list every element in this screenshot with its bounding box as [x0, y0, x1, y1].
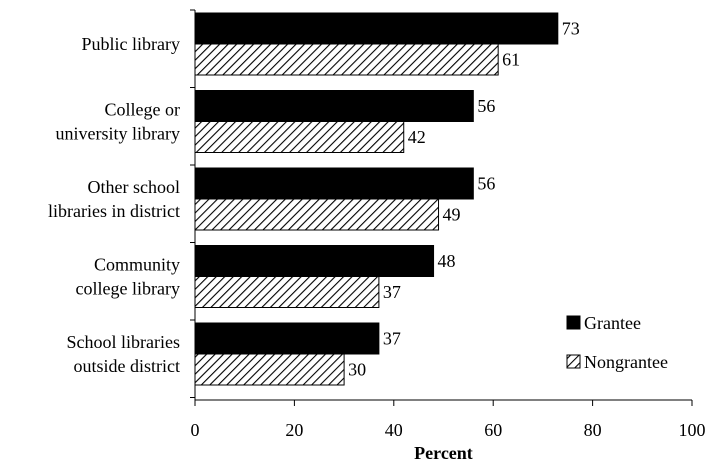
category-label-4-0: School libraries	[67, 332, 180, 352]
x-tick-label-60: 60	[484, 420, 502, 440]
bar-nongrantee-2	[194, 198, 440, 231]
data-label-grantee-1: 56	[477, 96, 495, 116]
labels: 73 61 Public library 56 42 College or universi…	[48, 19, 580, 380]
category-label-1-0: College or	[105, 100, 180, 120]
category-label-0-0: Public library	[82, 34, 180, 54]
category-label-2-1: libraries in district	[48, 201, 180, 221]
category-label-1-1: university library	[56, 124, 180, 144]
legend: Grantee Nongrantee	[566, 313, 668, 372]
data-label-grantee-2: 56	[477, 174, 495, 194]
category-label-2-0: Other school	[88, 177, 180, 197]
data-label-grantee-0: 73	[562, 19, 580, 39]
bar-nongrantee-1	[194, 121, 405, 153]
category-label-3-0: Community	[94, 255, 180, 275]
axes: 0 20 40 60 80 100 Percent	[190, 9, 706, 463]
legend-label-nongrantee: Nongrantee	[584, 352, 668, 372]
bar-grantee-3	[194, 245, 435, 277]
data-label-nongrantee-1: 42	[408, 127, 426, 147]
bar-nongrantee-3	[194, 276, 380, 308]
data-label-nongrantee-2: 49	[443, 205, 461, 225]
data-label-grantee-4: 37	[383, 329, 401, 349]
bar-grantee-2	[194, 167, 474, 200]
bar-nongrantee-4	[194, 353, 345, 386]
x-tick-label-20: 20	[285, 420, 303, 440]
data-label-grantee-3: 48	[438, 251, 456, 271]
x-axis-title: Percent	[414, 443, 473, 463]
bar-grantee-4	[194, 322, 380, 355]
legend-label-grantee: Grantee	[584, 313, 641, 333]
x-tick-label-0: 0	[191, 420, 200, 440]
x-tick-label-40: 40	[385, 420, 403, 440]
category-label-4-1: outside district	[74, 356, 181, 376]
legend-swatch-nongrantee	[566, 354, 581, 369]
bar-nongrantee-0	[194, 43, 499, 76]
data-label-nongrantee-4: 30	[348, 360, 366, 380]
plot-area	[194, 12, 559, 386]
x-tick-label-100: 100	[679, 420, 706, 440]
data-label-nongrantee-3: 37	[383, 282, 401, 302]
bar-grantee-0	[194, 12, 559, 45]
legend-swatch-grantee	[566, 315, 581, 330]
category-label-3-1: college library	[76, 279, 180, 299]
data-label-nongrantee-0: 61	[502, 50, 520, 70]
bar-grantee-1	[194, 90, 474, 122]
x-tick-label-80: 80	[584, 420, 602, 440]
